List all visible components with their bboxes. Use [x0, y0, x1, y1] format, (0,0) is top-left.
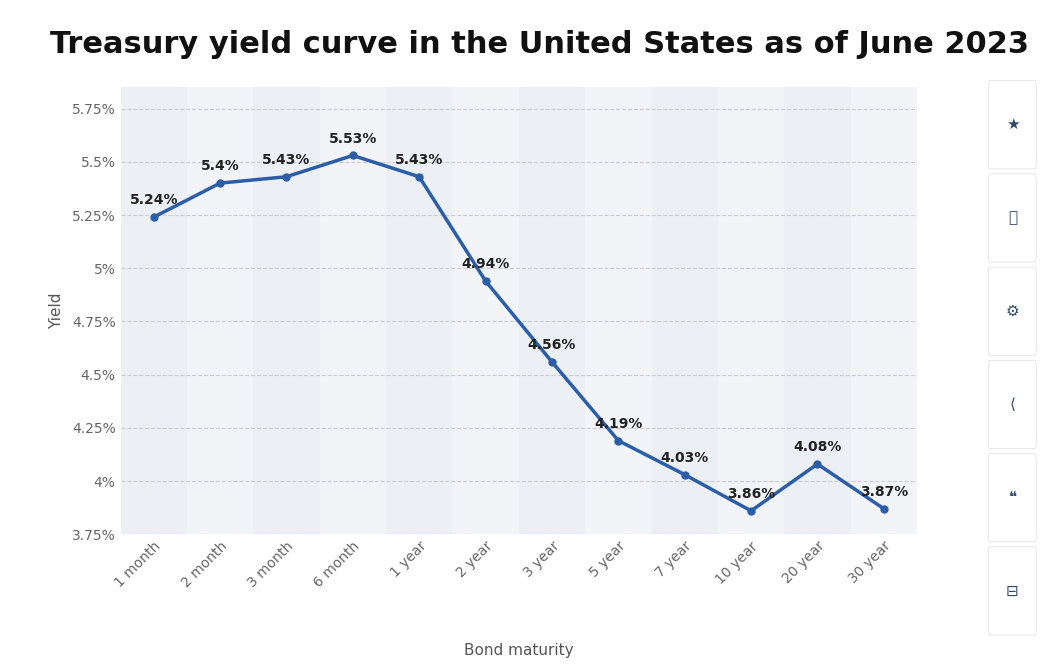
Text: 4.03%: 4.03%	[660, 451, 708, 465]
Text: Treasury yield curve in the United States as of June 2023: Treasury yield curve in the United State…	[50, 30, 1029, 59]
FancyBboxPatch shape	[988, 547, 1036, 635]
Text: ⟨: ⟨	[1009, 397, 1016, 412]
Bar	[652, 87, 718, 534]
Y-axis label: Yield: Yield	[48, 292, 64, 329]
Text: 5.24%: 5.24%	[130, 194, 178, 208]
Bar	[386, 87, 453, 534]
Text: 5.53%: 5.53%	[329, 132, 377, 146]
FancyBboxPatch shape	[988, 267, 1036, 355]
FancyBboxPatch shape	[988, 174, 1036, 262]
Text: 3.86%: 3.86%	[727, 487, 776, 501]
Bar	[254, 87, 320, 534]
FancyBboxPatch shape	[988, 360, 1036, 449]
FancyBboxPatch shape	[988, 454, 1036, 542]
Text: 5.43%: 5.43%	[262, 153, 310, 167]
Text: 4.56%: 4.56%	[528, 338, 576, 352]
Text: 4.94%: 4.94%	[461, 257, 509, 271]
Bar	[784, 87, 851, 534]
Text: 4.19%: 4.19%	[594, 417, 642, 431]
Text: 5.43%: 5.43%	[395, 153, 443, 167]
Bar	[121, 87, 187, 534]
Text: ⚙: ⚙	[1005, 304, 1020, 319]
Text: 🔔: 🔔	[1008, 210, 1017, 226]
Text: 4.08%: 4.08%	[793, 440, 842, 454]
Text: 3.87%: 3.87%	[859, 485, 908, 499]
Text: ❝: ❝	[1008, 490, 1017, 505]
Text: ⊟: ⊟	[1006, 583, 1019, 599]
X-axis label: Bond maturity: Bond maturity	[464, 643, 573, 658]
FancyBboxPatch shape	[988, 81, 1036, 169]
Text: 5.4%: 5.4%	[201, 159, 239, 173]
Bar	[519, 87, 585, 534]
Text: ★: ★	[1005, 117, 1020, 132]
